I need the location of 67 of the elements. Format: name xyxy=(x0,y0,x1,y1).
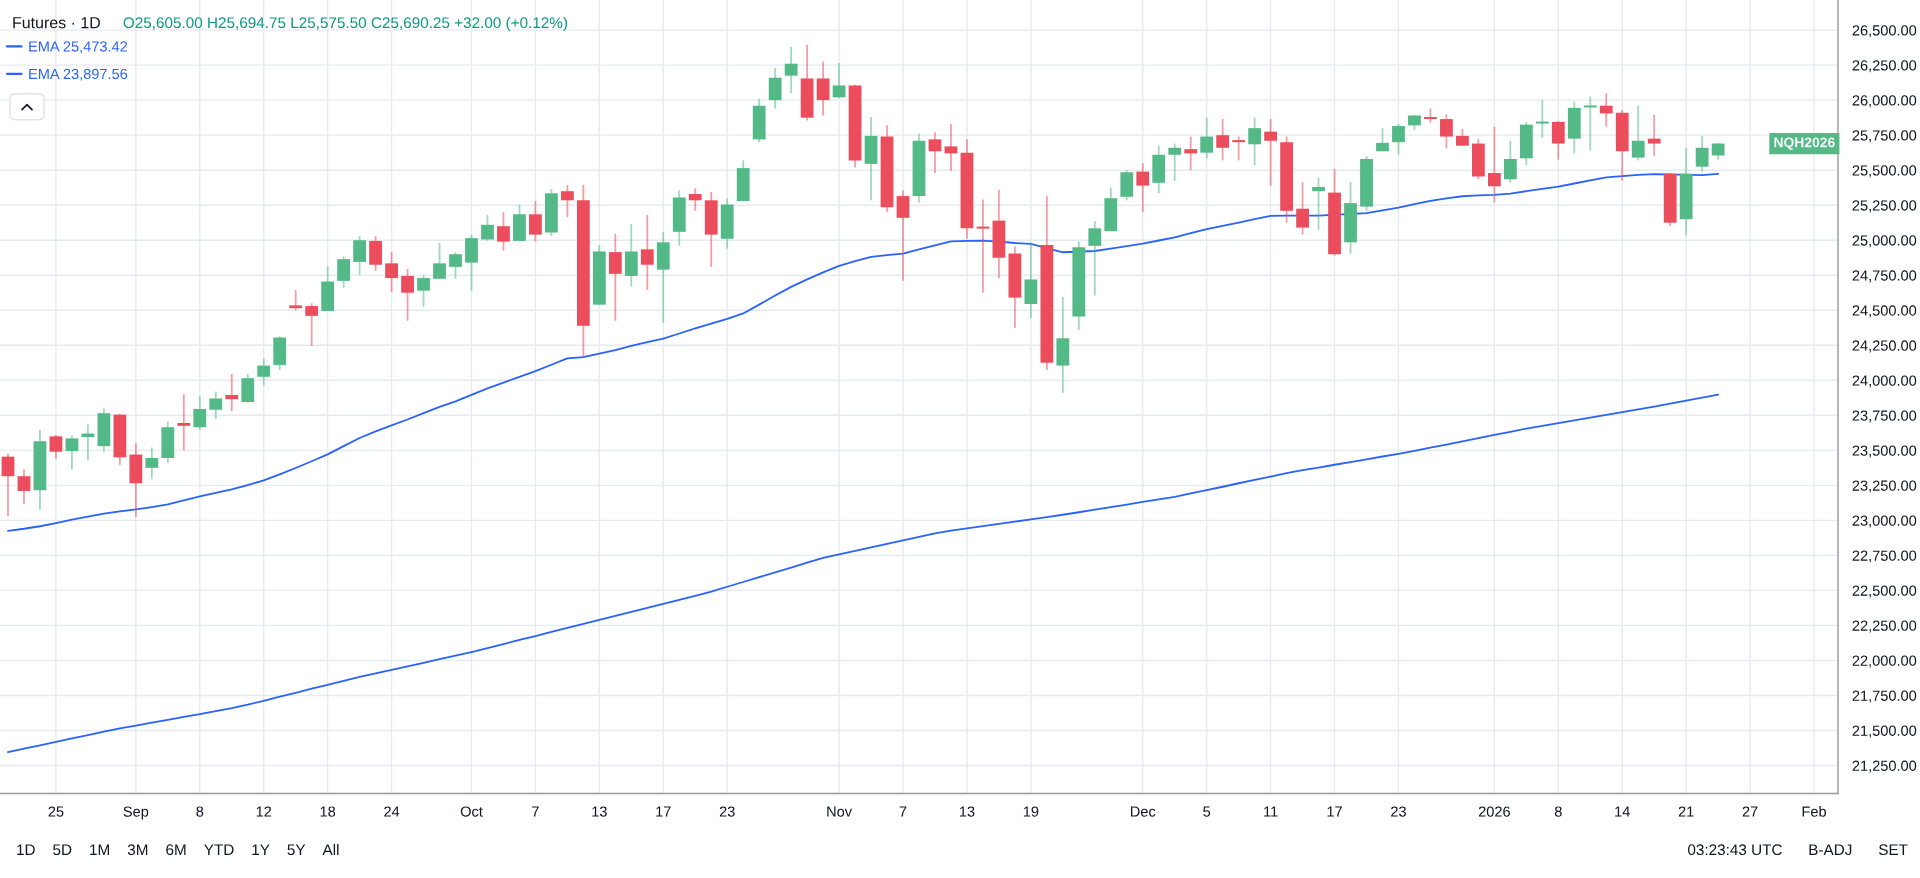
y-tick-label: 23,000.00 xyxy=(1852,515,1917,528)
y-tick-label: 21,500.00 xyxy=(1852,725,1917,738)
text: 1D xyxy=(17,844,35,855)
x-tick-label: 12 xyxy=(256,806,272,817)
x-tick-label: Feb xyxy=(1802,806,1826,817)
text: B-ADJ xyxy=(1809,844,1852,856)
x-tick-label: 8 xyxy=(1554,806,1562,817)
x-tick-label: Oct xyxy=(460,806,483,817)
text: 03:23:43 UTC xyxy=(1687,844,1782,856)
x-tick-label: 24 xyxy=(384,806,400,817)
text: SET xyxy=(1878,844,1908,856)
text: 3M xyxy=(127,844,148,856)
text: All xyxy=(322,843,339,855)
text: YTD xyxy=(204,844,234,855)
x-tick-label: 18 xyxy=(320,806,336,817)
y-tick-label: 25,500.00 xyxy=(1852,165,1917,178)
line-series xyxy=(7,173,1720,532)
x-tick-label: 8 xyxy=(196,806,204,817)
y-tick-label: 25,250.00 xyxy=(1852,200,1917,213)
text: O25,605.00 H25,694.75 L25,575.50 C25,690.25 +32.00 (+0.12%) xyxy=(123,16,568,32)
y-tick-label: 21,750.00 xyxy=(1852,690,1917,703)
text: 5D xyxy=(53,844,72,856)
x-tick-label: 11 xyxy=(1264,806,1278,817)
x-tick-label: Nov xyxy=(827,806,852,817)
y-tick-label: 23,750.00 xyxy=(1852,410,1917,423)
y-tick-label: 26,250.00 xyxy=(1852,60,1917,73)
y-tick-label: 22,000.00 xyxy=(1852,655,1917,668)
y-tick-label: 25,750.00 xyxy=(1852,130,1917,143)
text: 5Y xyxy=(287,844,306,856)
legend-label: EMA 25,473.42 xyxy=(29,41,128,54)
x-tick-label: 27 xyxy=(1742,806,1758,817)
x-tick-label: Dec xyxy=(1130,806,1156,817)
y-tick-label: 23,250.00 xyxy=(1852,480,1917,493)
y-tick-label: 26,500.00 xyxy=(1852,25,1917,38)
y-tick-label: 24,500.00 xyxy=(1852,305,1917,318)
x-tick-label: 14 xyxy=(1615,806,1630,817)
x-tick-label: 2026 xyxy=(1478,806,1510,817)
y-tick-label: 26,000.00 xyxy=(1852,95,1917,108)
y-tick-label: 22,250.00 xyxy=(1852,620,1917,633)
x-tick-label: 23 xyxy=(719,806,735,817)
text: Futures · 1D xyxy=(13,17,100,29)
text: 1M xyxy=(90,844,109,855)
x-tick-label: 13 xyxy=(959,806,975,817)
text: 6M xyxy=(166,844,186,856)
y-tick-label: 22,500.00 xyxy=(1852,585,1917,598)
y-tick-label: 24,750.00 xyxy=(1852,270,1917,283)
x-tick-label: 7 xyxy=(899,806,907,817)
legend-label: EMA 23,897.56 xyxy=(29,68,128,81)
x-tick-label: 7 xyxy=(532,806,539,817)
y-tick-label: 22,750.00 xyxy=(1852,550,1917,563)
x-tick-label: 21 xyxy=(1678,806,1694,817)
x-tick-label: 25 xyxy=(48,806,64,817)
y-tick-label: 24,000.00 xyxy=(1852,375,1917,388)
y-tick-label: 25,000.00 xyxy=(1852,235,1917,248)
x-tick-label: 5 xyxy=(1203,806,1211,817)
x-tick-label: 13 xyxy=(592,806,607,817)
x-tick-label: 23 xyxy=(1391,806,1406,817)
x-tick-label: 19 xyxy=(1023,806,1039,817)
y-tick-label: 21,250.00 xyxy=(1852,760,1917,773)
annotation: NQH2026 xyxy=(1774,137,1835,150)
y-tick-label: 24,250.00 xyxy=(1852,340,1917,353)
text: 1Y xyxy=(252,844,270,855)
x-tick-label: 17 xyxy=(656,806,671,817)
line-series xyxy=(7,393,1720,753)
y-tick-label: 23,500.00 xyxy=(1852,445,1917,458)
x-tick-label: 17 xyxy=(1327,806,1342,817)
x-tick-label: Sep xyxy=(123,806,149,820)
